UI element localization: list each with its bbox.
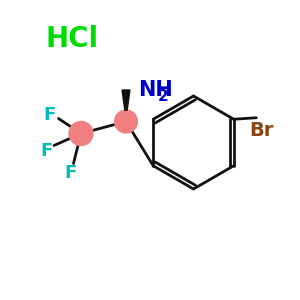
Text: Br: Br (249, 121, 273, 140)
Text: F: F (44, 106, 56, 124)
Circle shape (69, 122, 93, 146)
Text: F: F (64, 164, 76, 181)
Text: HCl: HCl (45, 25, 98, 53)
Text: F: F (40, 142, 52, 160)
Circle shape (115, 110, 137, 133)
Polygon shape (122, 90, 130, 110)
Text: NH: NH (138, 80, 173, 100)
Text: 2: 2 (158, 89, 168, 104)
